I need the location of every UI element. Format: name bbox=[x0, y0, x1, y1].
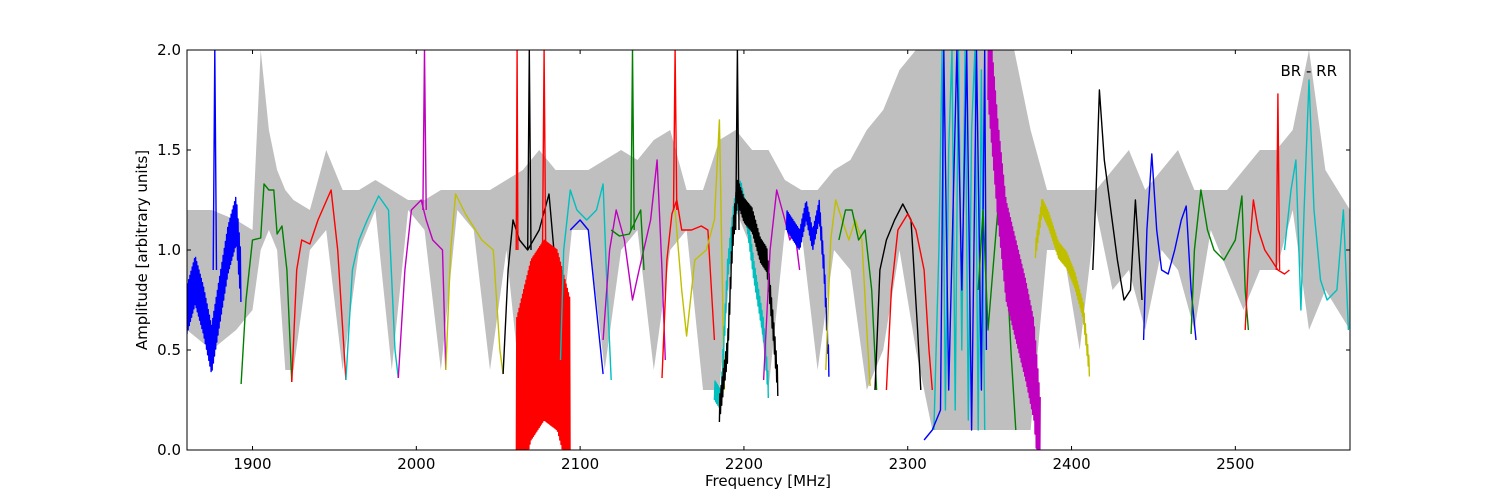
series-line-25 bbox=[785, 199, 830, 377]
series-line-18 bbox=[661, 199, 716, 379]
x-tick-label: 2300 bbox=[889, 455, 927, 473]
series-line-13 bbox=[559, 183, 612, 381]
annotation-label: BR - RR bbox=[1280, 62, 1337, 80]
plot-area bbox=[186, 49, 1351, 451]
series-line-36 bbox=[1142, 153, 1197, 341]
series-line-35 bbox=[1092, 89, 1143, 301]
envelope-layer bbox=[187, 50, 1350, 430]
x-tick-label: 2200 bbox=[725, 455, 763, 473]
series-line-39 bbox=[1275, 93, 1281, 271]
series-line-21 bbox=[713, 180, 769, 410]
series-line-16 bbox=[610, 209, 645, 271]
series-line-34 bbox=[1034, 199, 1091, 377]
series-line-1 bbox=[212, 50, 218, 271]
series-line-31 bbox=[923, 50, 988, 441]
series-line-5 bbox=[397, 199, 447, 379]
series-line-23 bbox=[735, 50, 740, 231]
series-line-38 bbox=[1244, 199, 1290, 331]
series-line-17 bbox=[630, 50, 635, 231]
x-tick-label: 2500 bbox=[1216, 455, 1254, 473]
x-tick-label: 2000 bbox=[397, 455, 435, 473]
x-tick-label: 2100 bbox=[561, 455, 599, 473]
series-line-37 bbox=[1190, 189, 1250, 335]
envelope-band bbox=[187, 50, 1350, 430]
y-tick-label: 0.5 bbox=[157, 341, 181, 359]
series-line-11 bbox=[515, 50, 519, 251]
series-line-3 bbox=[291, 189, 347, 383]
series-line-14 bbox=[569, 219, 604, 375]
x-axis-label: Frequency [MHz] bbox=[705, 472, 831, 490]
y-axis-label: Amplitude [arbitrary units] bbox=[133, 150, 151, 350]
ticks-layer: 1900 2000 2100 2200 2300 2400 2500 0.0 0.5 1.0 1.5… bbox=[157, 41, 1350, 473]
series-line-29 bbox=[885, 213, 933, 391]
series-line-0 bbox=[187, 196, 242, 373]
series-line-28 bbox=[874, 203, 922, 391]
series-line-22 bbox=[718, 179, 779, 423]
series-line-27 bbox=[838, 209, 878, 391]
series-line-26 bbox=[825, 199, 871, 387]
y-tick-label: 1.5 bbox=[157, 141, 181, 159]
x-tick-label: 2400 bbox=[1052, 455, 1090, 473]
series-line-9 bbox=[527, 50, 532, 251]
series-line-33 bbox=[987, 50, 1041, 450]
series-line-32 bbox=[977, 189, 1017, 431]
x-tick-label: 1900 bbox=[233, 455, 271, 473]
y-tick-label: 1.0 bbox=[157, 241, 181, 259]
series-line-20 bbox=[674, 119, 725, 391]
y-tick-label: 0.0 bbox=[157, 441, 181, 459]
series-line-15 bbox=[602, 159, 666, 361]
series-line-4 bbox=[345, 195, 399, 381]
series-line-6 bbox=[422, 50, 427, 211]
series-line-40 bbox=[1283, 79, 1350, 331]
series-line-12 bbox=[541, 50, 547, 251]
y-tick-label: 2.0 bbox=[157, 41, 181, 59]
series-line-7 bbox=[445, 193, 504, 375]
series-layer bbox=[187, 50, 1350, 450]
series-line-19 bbox=[672, 50, 678, 211]
series-line-2 bbox=[240, 183, 293, 385]
